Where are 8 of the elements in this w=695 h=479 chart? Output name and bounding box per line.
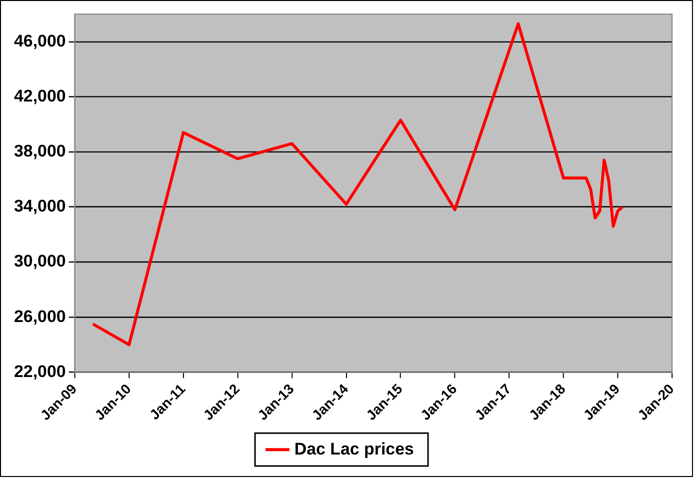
y-tick-label: 38,000 [14, 142, 66, 161]
y-tick-label: 46,000 [14, 31, 66, 50]
y-tick-label: 26,000 [14, 306, 66, 326]
y-tick-label: 22,000 [14, 362, 66, 381]
y-tick-label: 42,000 [14, 86, 66, 106]
y-tick-label: 30,000 [14, 252, 66, 271]
legend-label: Dac Lac prices [294, 439, 414, 458]
y-tick-label: 34,000 [14, 196, 66, 216]
